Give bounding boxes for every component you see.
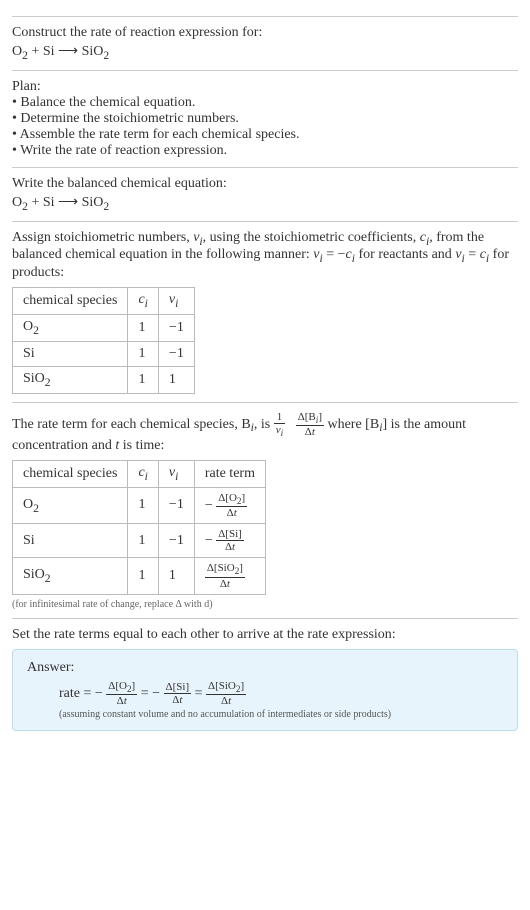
- construct-line: Construct the rate of reaction expressio…: [12, 25, 518, 41]
- answer-expression: rate = − Δ[O2] Δt = − Δ[Si] Δt = Δ[SiO2]…: [59, 680, 503, 707]
- frac-1-over-vi: 1 νi: [274, 411, 285, 438]
- answer-heading: Answer:: [27, 660, 503, 676]
- setequal-section: Set the rate terms equal to each other t…: [12, 618, 518, 731]
- table-row: O2 1 −1: [13, 314, 195, 341]
- table-row: Si 1 −1 − Δ[Si] Δt: [13, 524, 266, 558]
- table-header-row: chemical species ci νi: [13, 288, 195, 315]
- assign-section: Assign stoichiometric numbers, νi, using…: [12, 221, 518, 394]
- balanced-heading: Write the balanced chemical equation:: [12, 176, 518, 192]
- rateterm-footnote: (for infinitesimal rate of change, repla…: [12, 599, 518, 610]
- setequal-text: Set the rate terms equal to each other t…: [12, 627, 518, 643]
- col-ci: ci: [128, 288, 158, 315]
- balanced-section: Write the balanced chemical equation: O2…: [12, 167, 518, 213]
- table-row: SiO2 1 1 Δ[SiO2] Δt: [13, 558, 266, 594]
- answer-box: Answer: rate = − Δ[O2] Δt = − Δ[Si] Δt =…: [12, 649, 518, 731]
- col-species: chemical species: [13, 288, 128, 315]
- plan-bullet-2: • Determine the stoichiometric numbers.: [12, 111, 518, 127]
- intro-equation: O2 + Si ⟶ SiO2: [12, 43, 518, 62]
- answer-note: (assuming constant volume and no accumul…: [59, 709, 503, 720]
- table-row: Si 1 −1: [13, 341, 195, 366]
- balanced-equation: O2 + Si ⟶ SiO2: [12, 194, 518, 213]
- table-row: SiO2 1 1: [13, 366, 195, 393]
- table-header-row: chemical species ci νi rate term: [13, 460, 266, 487]
- plan-heading: Plan:: [12, 79, 518, 95]
- plan-bullet-4: • Write the rate of reaction expression.: [12, 143, 518, 159]
- plan-bullet-1: • Balance the chemical equation.: [12, 95, 518, 111]
- col-vi: νi: [158, 288, 194, 315]
- rateterm-text: The rate term for each chemical species,…: [12, 411, 518, 454]
- table-row: O2 1 −1 − Δ[O2] Δt: [13, 487, 266, 523]
- rateterm-table: chemical species ci νi rate term O2 1 −1…: [12, 460, 266, 595]
- frac-dBi-dt: Δ[Bi] Δt: [296, 411, 324, 438]
- plan-bullet-3: • Assemble the rate term for each chemic…: [12, 127, 518, 143]
- plan-section: Plan: • Balance the chemical equation. •…: [12, 70, 518, 159]
- assign-text: Assign stoichiometric numbers, νi, using…: [12, 230, 518, 282]
- intro-section: Construct the rate of reaction expressio…: [12, 16, 518, 62]
- assign-table: chemical species ci νi O2 1 −1 Si 1 −1 S…: [12, 287, 195, 393]
- rateterm-section: The rate term for each chemical species,…: [12, 402, 518, 610]
